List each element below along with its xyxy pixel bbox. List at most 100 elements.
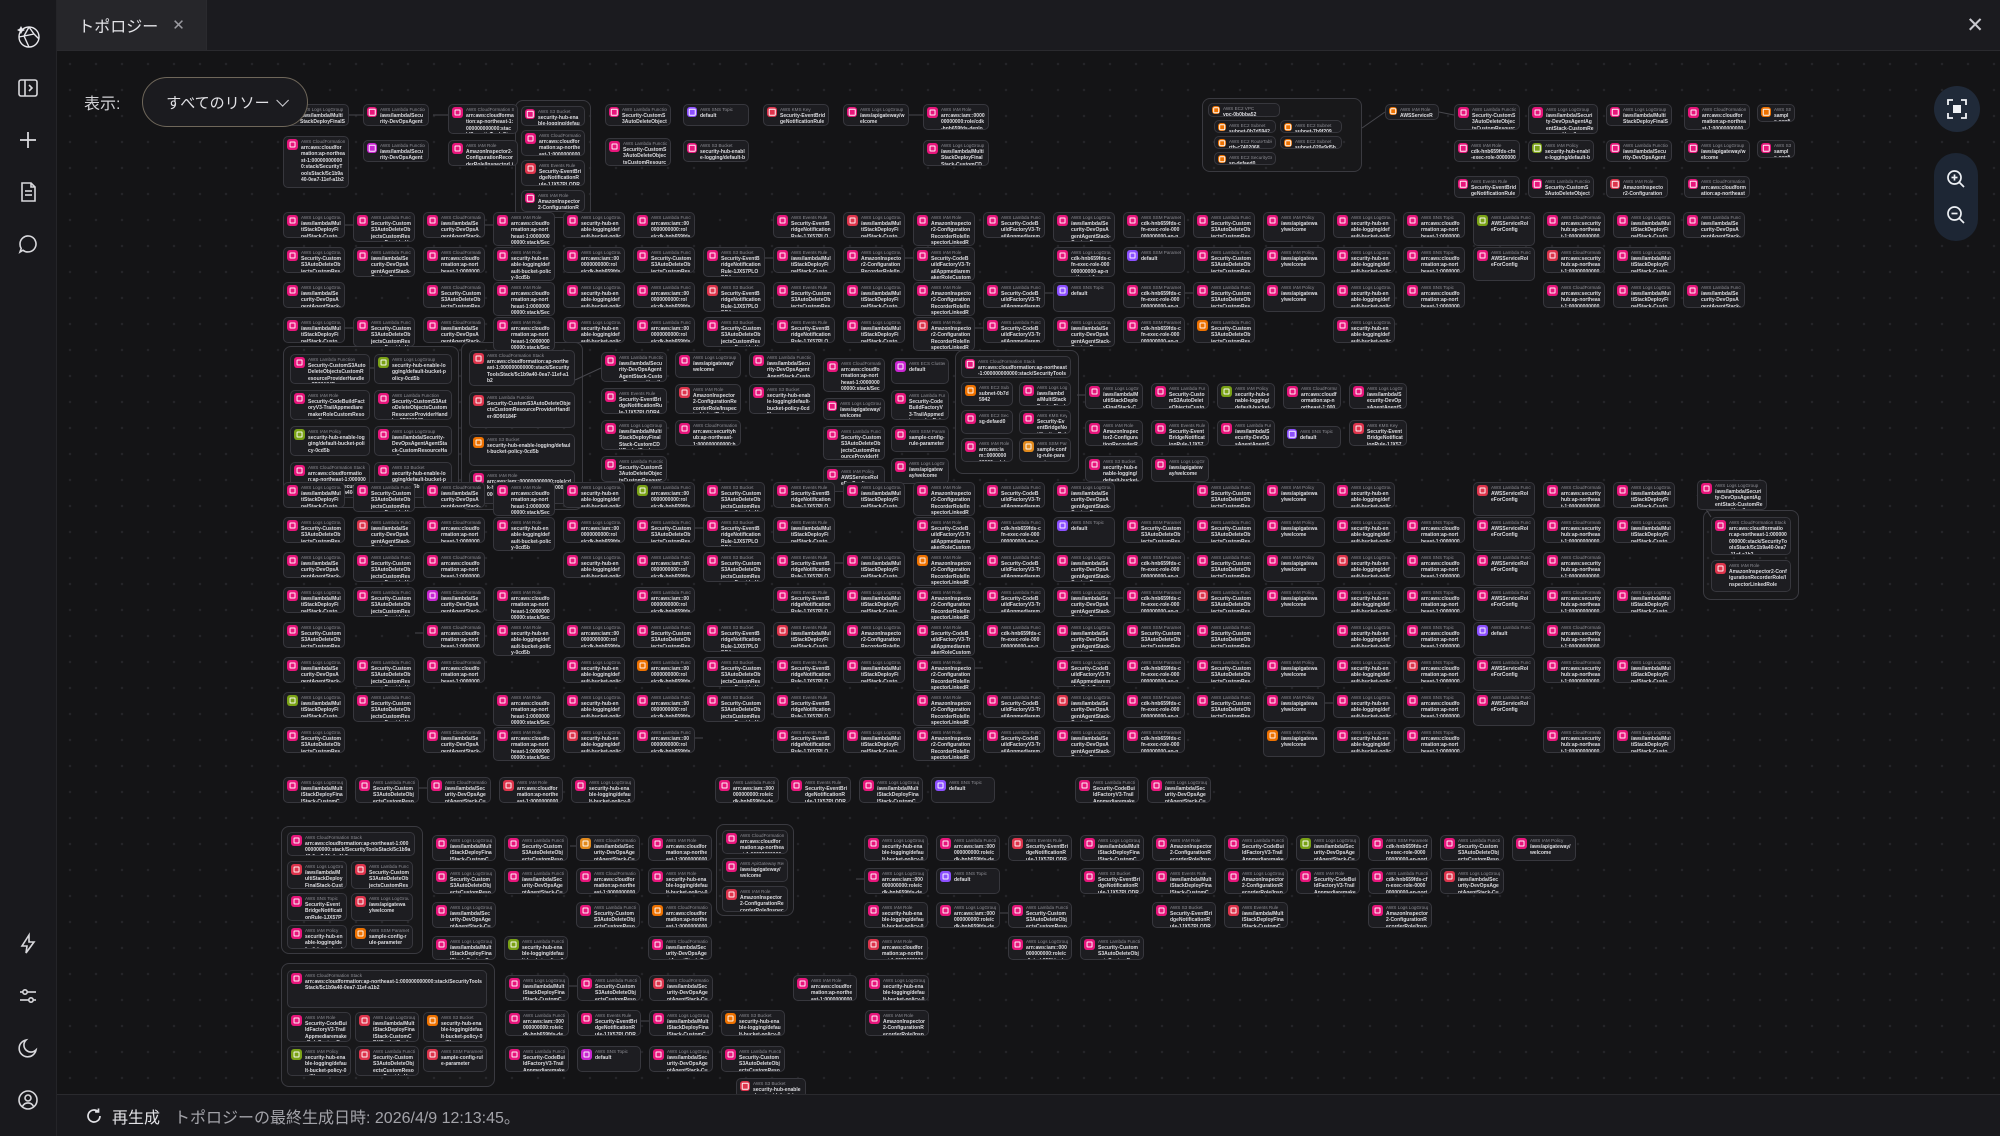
topology-node[interactable]: AWS SSM Parameter cdk-hnb659fds-cfn-exec-… xyxy=(1123,212,1185,238)
topology-node[interactable]: AWS IAM Rolearn:aws:iam::000000000000:ro… xyxy=(961,438,1013,462)
topology-node[interactable]: AWS IAM Policy/aws/apigateway/welcome xyxy=(1263,212,1325,242)
topology-node[interactable]: AWS CloudFormation Stack/aws/lambda/Secu… xyxy=(423,212,485,238)
topology-node[interactable]: AWS Logs LogGroup/aws/lambda/MultiStackD… xyxy=(1613,282,1675,308)
topology-node[interactable]: AWS Logs LogGroup/aws/lambda/MultiStackD… xyxy=(1613,657,1675,683)
topology-node[interactable]: AWS SNS Topic arn:aws:cloudformation:ap-n… xyxy=(1403,517,1465,543)
topology-node[interactable]: AWS Logs LogGroup/aws/lambda/MultiStackD… xyxy=(1019,382,1071,406)
zoom-out-button[interactable] xyxy=(1945,204,1967,226)
topology-node[interactable]: AWS IAM Policy/aws/apigateway/welcome xyxy=(1263,282,1325,312)
topology-node[interactable]: AWS Logs LogGroup/aws/lambda/Security-De… xyxy=(1440,868,1504,894)
topology-node[interactable]: AWS Logs LogGroup/aws/apigateway/welcome xyxy=(351,893,413,921)
topology-node[interactable]: AWS Lambda Function/aws/lambda/Security-… xyxy=(601,352,667,382)
topology-node[interactable]: AWS Logs LogGroup security-hub-enable-log… xyxy=(864,835,928,861)
topology-node[interactable]: AWS Lambda FunctionSecurity-CustomS3Auto… xyxy=(353,317,415,347)
topology-node[interactable]: AWS Lambda FunctionSecurity-CodeBuildFac… xyxy=(983,727,1045,753)
topology-node[interactable]: AWS SNS Topic arn:aws:cloudformation:ap-n… xyxy=(1403,622,1465,648)
topology-node[interactable]: AWS Lambda FunctionSecurity-CustomS3Auto… xyxy=(504,835,568,861)
topology-node[interactable]: AWS IAM Role arn:aws:cloudformation:ap-no… xyxy=(493,727,555,761)
topology-node[interactable]: AWS IAM Role AmazonInspector2-Configurati… xyxy=(448,140,518,166)
topology-node[interactable]: AWS Events Rule/aws/lambda/MultiStackDep… xyxy=(773,517,835,543)
topology-node[interactable]: AWS Lambda FunctionSecurity-CustomS3Auto… xyxy=(1193,552,1255,578)
topology-node[interactable]: AWS CloudFormation Stackarn:aws:security… xyxy=(1543,727,1605,753)
topology-node[interactable]: AWS IAM Role AmazonInspector2-Configurati… xyxy=(913,212,975,246)
topology-node[interactable]: AWS Logs LogGroup/aws/lambda/MultiStackD… xyxy=(601,420,667,450)
topology-node[interactable]: AWS IAM Role AmazonInspector2-Configurati… xyxy=(1152,835,1216,861)
topology-node[interactable]: AWS Lambda Functionarn:aws:iam::00000000… xyxy=(633,552,695,578)
topology-node[interactable]: AWS Lambda FunctionAWSServiceRoleForConf… xyxy=(1473,247,1535,281)
topology-node[interactable]: AWS CloudFormation Stackarn:aws:cloudfor… xyxy=(423,622,485,648)
topology-node[interactable]: AWS Lambda FunctionSecurity-CustomS3Auto… xyxy=(721,1046,785,1072)
topology-node[interactable]: AWS Lambda FunctionSecurity-CustomS3Auto… xyxy=(1151,383,1209,409)
topology-node[interactable]: AWS SNS Topic arn:aws:cloudformation:ap-n… xyxy=(1403,587,1465,613)
topology-node[interactable]: AWS CloudFormation StackSecurity-CustomS… xyxy=(423,282,485,308)
topology-node[interactable]: AWS Logs LogGroup/aws/lambda/MultiStackD… xyxy=(843,482,905,508)
topology-node[interactable]: AWS Lambda FunctionSecurity-CustomS3Auto… xyxy=(1440,835,1504,861)
topology-node[interactable]: AWS Logs LogGroup/aws/lambda/Security-De… xyxy=(1053,727,1115,757)
topology-node[interactable]: AWS Logs LogGroup/aws/lambda/MultiStackD… xyxy=(283,482,345,508)
topology-node[interactable]: AWS Events Rule Security-EventBridgeNotif… xyxy=(773,587,835,613)
topology-node[interactable]: AWS Logs LogGroup/aws/lambda/MultiStackD… xyxy=(432,835,496,861)
topology-node[interactable]: AWS Lambda FunctionSecurity-CustomS3Auto… xyxy=(355,777,419,803)
topology-node[interactable]: AWS IAM Role arn:aws:cloudformation:ap-no… xyxy=(493,282,555,316)
topology-node[interactable]: AWS Lambda Functiondefault xyxy=(1473,622,1535,656)
tab-topology[interactable]: トポロジー ✕ xyxy=(57,0,207,50)
topology-node[interactable]: AWS Logs LogGroup/aws/lambda/Security-De… xyxy=(1296,835,1360,861)
topology-node[interactable]: AWS CloudFormation Stackarn:aws:security… xyxy=(1543,517,1605,543)
topology-node[interactable]: AWS IAM Role arn:aws:cloudformation:ap-no… xyxy=(493,317,555,351)
topology-node[interactable]: AWS S3 Bucket Security-EventBridgeNotific… xyxy=(1080,868,1144,894)
topology-node[interactable]: AWS Logs LogGroup arn:aws:iam::0000000000… xyxy=(1008,936,1072,960)
topology-node[interactable]: AWS Logs LogGroup security-hub-enable-log… xyxy=(571,777,635,803)
topology-node[interactable]: AWS CloudFormation Stack/aws/lambda/Secu… xyxy=(423,587,485,613)
topology-node[interactable]: AWS IAM Policy/aws/apigateway/welcome xyxy=(1263,247,1325,277)
topology-node[interactable]: AWS Lambda Functionarn:aws:iam::00000000… xyxy=(633,282,695,308)
topology-node[interactable]: AWS Lambda Functionarn:aws:iam::00000000… xyxy=(633,657,695,683)
topology-node[interactable]: AWS IAM Role arn:aws:cloudformation:ap-no… xyxy=(648,835,712,861)
topology-node[interactable]: AWS IAM Role security-hub-enable-logging/… xyxy=(493,517,555,551)
topology-node[interactable]: AWS Logs LogGroup/aws/lambda/MultiStackD… xyxy=(1613,212,1675,238)
topology-node[interactable]: AWS CloudFormation Stack/aws/lambda/Secu… xyxy=(423,727,485,753)
topology-node[interactable]: AWS Lambda FunctionSecurity-CustomS3Auto… xyxy=(633,247,695,273)
topology-node[interactable]: AWS Logs LogGroup security-hub-enable-log… xyxy=(1333,317,1395,343)
topology-node[interactable]: AWS KMS KeySecurity-EventBridgeNotificat… xyxy=(1019,410,1071,434)
topology-node[interactable]: AWS Logs LogGroup security-hub-enable-log… xyxy=(1333,482,1395,508)
topology-node[interactable]: AWS Lambda FunctionAWSServiceRoleForConf… xyxy=(1473,552,1535,586)
topology-node[interactable]: AWS SNS Topic default xyxy=(936,868,1000,894)
topology-node[interactable]: AWS Logs LogGroup Security-CustomS3AutoDe… xyxy=(432,868,496,894)
topology-node[interactable]: AWS IAM Role AmazonInspector2-Configurati… xyxy=(913,282,975,316)
topology-node[interactable]: AWS Logs LogGroup/aws/lambda/MultiStackD… xyxy=(283,317,345,343)
topology-node[interactable]: AWS Logs LogGroup/aws/lambda/Security-De… xyxy=(283,657,345,683)
topology-node[interactable]: AWS Lambda FunctionSecurity-CodeBuildFac… xyxy=(983,317,1045,343)
topology-node[interactable]: AWS Lambda FunctionSecurity-CustomS3Auto… xyxy=(353,212,415,242)
topology-node[interactable]: AWS IAM Role Security-CodeBuildFactoryV3-… xyxy=(1296,868,1360,894)
topology-node[interactable]: AWS S3 Bucket Security-CustomS3AutoDelete… xyxy=(703,482,765,512)
topology-node[interactable]: AWS Logs LogGroup AmazonInspector2-Config… xyxy=(843,622,905,648)
topology-node[interactable]: AWS Logs LogGroup/aws/lambda/MultiStackD… xyxy=(1613,587,1675,613)
topology-node[interactable]: AWS SNS Topic default xyxy=(931,777,995,803)
topology-node[interactable]: AWS Lambda FunctionSecurity-CustomS3Auto… xyxy=(353,552,415,582)
topology-node[interactable]: AWS Logs LogGroup/aws/lambda/MultiStackD… xyxy=(283,587,345,613)
topology-node[interactable]: AWS IAM Role AmazonInspector2-Configurati… xyxy=(1606,176,1668,198)
topology-node[interactable]: AWS Lambda Functionarn:aws:iam::00000000… xyxy=(633,587,695,613)
topology-node[interactable]: AWS IAM Role AmazonInspector2-Configurati… xyxy=(913,657,975,691)
topology-node[interactable]: AWS Logs LogGroup/aws/lambda/MultiStackD… xyxy=(283,212,345,238)
topology-node[interactable]: AWS Logs LogGroup security-hub-enable-log… xyxy=(1333,657,1395,683)
topology-node[interactable]: AWS Logs LogGroup security-hub-enable-log… xyxy=(563,317,625,343)
topology-node[interactable]: AWS Logs LogGroup/aws/lambda/Security-De… xyxy=(1147,777,1211,803)
topology-node[interactable]: AWS Lambda FunctionSecurity-CodeBuildFac… xyxy=(983,587,1045,613)
topology-node[interactable]: AWS Logs LogGroup/aws/lambda/MultiStackD… xyxy=(859,777,923,803)
topology-node[interactable]: AWS Lambda Function/aws/lambda/Security-… xyxy=(1683,282,1745,308)
topology-node[interactable]: AWS Lambda FunctionSecurity-CustomS3Auto… xyxy=(1193,247,1255,273)
topology-node[interactable]: AWS Logs LogGroup/aws/lambda/Security-De… xyxy=(1053,622,1115,652)
topology-node[interactable]: AWS SSM Parameter cdk-hnb659fds-cfn-exec-… xyxy=(1123,282,1185,308)
topology-node[interactable]: AWS Events Rule Security-EventBridgeNotif… xyxy=(1151,420,1209,446)
topology-node[interactable]: AWS Lambda Function/aws/lambda/Security-… xyxy=(363,140,429,162)
topology-node[interactable]: AWS Lambda Functioncdk-hnb659fds-cfn-exe… xyxy=(983,622,1045,648)
